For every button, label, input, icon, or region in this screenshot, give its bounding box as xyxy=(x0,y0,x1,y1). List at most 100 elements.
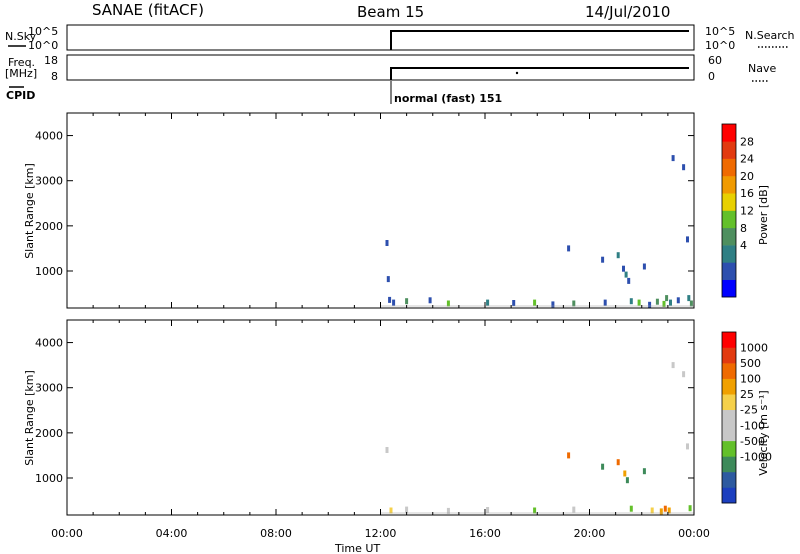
power-y-tick-label-3: 4000 xyxy=(35,130,63,143)
power-cell-2 xyxy=(388,296,392,303)
velocity-cell-1 xyxy=(389,507,393,514)
power-cell-10 xyxy=(551,301,555,308)
noise-left-tick-low: 10^0 xyxy=(28,39,58,52)
noise-panel: N.Sky 10^5 10^0 10^5 10^0 N.Search xyxy=(5,24,795,52)
power-colorbar-swatch-3 xyxy=(722,227,736,246)
power-cell-21 xyxy=(642,263,646,270)
power-cell-16 xyxy=(622,265,625,272)
power-y-axis-label: Slant Range [km] xyxy=(23,163,36,259)
velocity-y-tick-label-1: 2000 xyxy=(35,427,63,440)
power-panel-frame xyxy=(66,112,695,309)
power-cell-26 xyxy=(669,299,672,306)
power-cell-20 xyxy=(637,299,641,306)
velocity-cell-4 xyxy=(486,507,490,513)
freq-label-line1: Freq. xyxy=(8,56,35,69)
time-axis-title: Time UT xyxy=(334,542,380,554)
power-cell-22 xyxy=(648,301,652,308)
noise-left-tick-high: 10^5 xyxy=(28,25,58,38)
power-cell-32 xyxy=(689,300,693,307)
velocity-colorbar: 1000 500 100 25 -25 -100 -500 -1000 xyxy=(721,331,772,504)
velocity-colorbar-swatch-10 xyxy=(722,332,736,348)
power-y-ticks: 1000 2000 3000 4000 xyxy=(35,113,695,308)
power-cell-14 xyxy=(603,299,607,306)
velocity-colorbar-swatch-6 xyxy=(722,394,736,411)
velocity-colorbar-tick-5: -100 xyxy=(740,419,765,432)
velocity-colorbar-tick-6: -500 xyxy=(740,435,765,448)
velocity-y-axis-label: Slant Range [km] xyxy=(23,370,36,466)
velocity-cell-15 xyxy=(659,508,663,515)
freq-panel: Freq. [MHz] 18 8 60 0 Nave xyxy=(5,54,776,83)
time-tick-label-2: 08:00 xyxy=(260,527,292,540)
velocity-panel-frame xyxy=(66,319,695,516)
freq-outlier-point xyxy=(515,71,519,75)
power-cell-3 xyxy=(392,299,396,306)
power-cell-19 xyxy=(629,298,633,305)
velocity-colorbar-swatch-7 xyxy=(722,378,736,395)
freq-trace xyxy=(390,67,689,80)
noise-right-tick-low: 10^0 xyxy=(705,39,735,52)
power-y-tick-label-1: 2000 xyxy=(35,220,63,233)
velocity-cell-0 xyxy=(385,447,389,453)
velocity-cell-6 xyxy=(567,452,571,459)
velocity-cell-12 xyxy=(629,505,633,512)
freq-panel-frame xyxy=(66,54,695,81)
velocity-colorbar-swatch-3 xyxy=(722,440,736,457)
velocity-y-ticks: 1000 2000 3000 4000 xyxy=(35,320,695,515)
velocity-colorbar-swatch-0 xyxy=(722,487,736,504)
power-cell-13 xyxy=(601,256,605,263)
velocity-cell-5 xyxy=(533,507,537,514)
power-colorbar-swatch-8 xyxy=(722,141,736,159)
power-colorbar-swatch-0 xyxy=(722,279,736,298)
velocity-cell-7 xyxy=(572,506,576,513)
time-tick-label-1: 04:00 xyxy=(156,527,188,540)
power-colorbar-swatch-6 xyxy=(722,175,736,194)
time-tick-label-6: 00:00 xyxy=(678,527,710,540)
noise-panel-frame xyxy=(66,24,695,51)
velocity-cell-11 xyxy=(625,477,629,484)
velocity-data-cells xyxy=(380,362,694,515)
power-colorbar-swatch-4 xyxy=(722,210,736,229)
time-tick-label-4: 16:00 xyxy=(469,527,501,540)
date-title: 14/Jul/2010 xyxy=(585,3,670,21)
power-y-tick-label-0: 1000 xyxy=(35,265,63,278)
power-data-cells xyxy=(380,155,694,308)
velocity-colorbar-tick-4: -25 xyxy=(740,404,758,417)
nave-right-tick-high: 60 xyxy=(708,54,722,67)
power-cell-9 xyxy=(533,299,537,306)
power-cell-6 xyxy=(446,300,450,307)
time-tick-label-5: 20:00 xyxy=(574,527,606,540)
velocity-y-tick-label-2: 3000 xyxy=(35,382,63,395)
power-colorbar-tick-4: 12 xyxy=(740,205,754,218)
nave-right-tick-low: 0 xyxy=(708,70,715,83)
power-cell-23 xyxy=(655,298,659,305)
power-colorbar-tick-0: 28 xyxy=(740,135,754,148)
velocity-panel: 1000 2000 3000 4000 Slant Range [km] 1000 50… xyxy=(23,319,772,516)
power-cell-8 xyxy=(512,300,516,306)
power-colorbar-label: Power [dB] xyxy=(757,185,770,245)
power-cell-27 xyxy=(671,155,675,162)
velocity-cell-9 xyxy=(616,459,620,466)
power-colorbar-swatch-9 xyxy=(722,124,736,142)
velocity-cell-21 xyxy=(688,505,692,512)
power-cell-31 xyxy=(687,295,691,302)
freq-left-tick-high: 18 xyxy=(44,54,58,67)
power-colorbar-swatch-2 xyxy=(722,245,736,263)
noise-right-tick-high: 10^5 xyxy=(705,25,735,38)
freq-left-tick-low: 8 xyxy=(51,70,58,83)
power-cell-15 xyxy=(616,252,620,259)
power-cell-18 xyxy=(627,277,631,284)
velocity-cell-8 xyxy=(601,463,605,470)
velocity-cell-16 xyxy=(663,505,667,512)
power-cell-28 xyxy=(676,297,680,304)
power-cell-25 xyxy=(665,295,669,302)
power-cell-1 xyxy=(386,276,390,283)
velocity-cell-19 xyxy=(682,371,686,378)
velocity-cell-14 xyxy=(650,507,654,514)
power-cell-17 xyxy=(624,271,628,278)
velocity-cell-10 xyxy=(623,470,627,477)
power-cell-0 xyxy=(385,240,389,246)
power-colorbar-tick-2: 20 xyxy=(740,170,754,183)
velocity-y-tick-label-0: 1000 xyxy=(35,472,63,485)
power-cell-24 xyxy=(662,300,666,307)
